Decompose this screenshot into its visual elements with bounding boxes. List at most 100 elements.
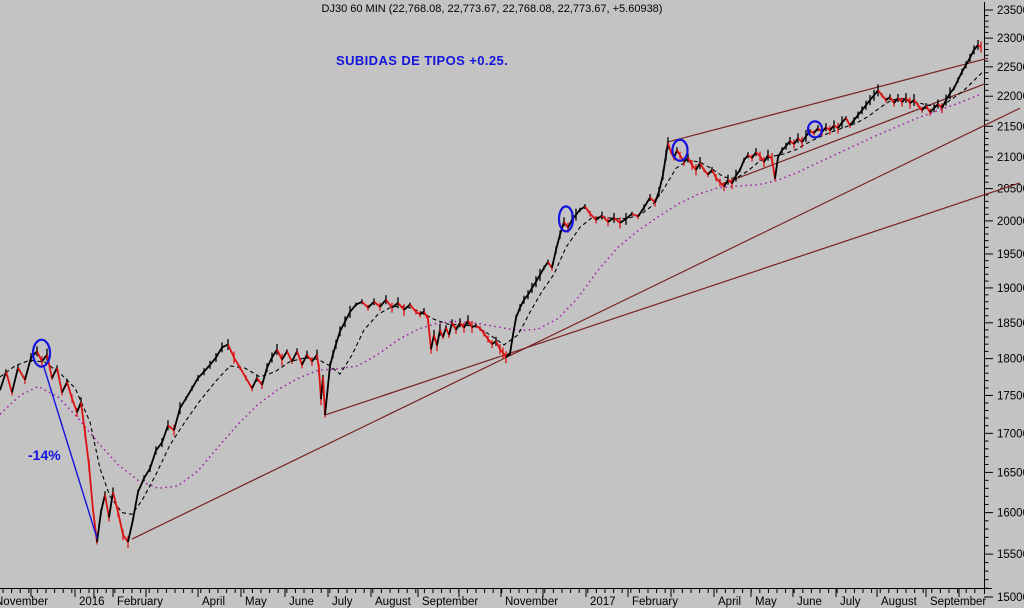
price-segment (276, 349, 283, 361)
price-segment (825, 126, 831, 131)
price-segment (227, 344, 235, 358)
price-segment (5, 371, 13, 393)
price-segment (845, 117, 851, 126)
price-segment (311, 354, 318, 363)
price-segment (575, 209, 581, 216)
price-segment (893, 97, 899, 104)
y-axis-label: 22500 (997, 62, 1024, 74)
y-axis-label: 19000 (997, 283, 1024, 295)
price-segment (837, 121, 843, 129)
price-segment (925, 105, 931, 113)
rate-hike-annotation: SUBIDAS DE TIPOS +0.25. (336, 53, 509, 68)
x-axis-label: April (202, 596, 225, 608)
price-segment (551, 249, 557, 268)
price-segment (161, 425, 169, 443)
price-segment (467, 320, 473, 328)
price-segment (527, 287, 533, 296)
price-segment (687, 157, 693, 166)
price-segment (415, 311, 421, 316)
price-segment (531, 281, 537, 289)
price-segment (344, 311, 351, 323)
price-segment (339, 321, 346, 332)
wedge-upper-line (666, 57, 989, 143)
price-segment (913, 99, 919, 106)
chart-title: DJ30 60 MIN (22,768.08, 22,773.67, 22,76… (321, 3, 663, 15)
price-segment (707, 169, 713, 176)
price-segment (613, 217, 621, 224)
price-segment (579, 205, 586, 211)
y-axis-label: 19500 (997, 249, 1024, 261)
x-axis-label: 2016 (79, 596, 105, 608)
x-axis-label: August (881, 596, 918, 608)
price-segment (41, 354, 48, 363)
price-segment (735, 169, 741, 177)
price-segment (921, 105, 927, 111)
price-segment (873, 89, 879, 96)
drop-measure-line (43, 367, 98, 539)
price-segment (711, 169, 717, 179)
x-axis-label: February (632, 596, 678, 608)
price-segment (167, 424, 175, 431)
price-segment (969, 49, 975, 59)
x-axis-label: 2017 (590, 596, 616, 608)
y-axis-label: 18000 (997, 354, 1024, 366)
y-axis-label: 22000 (997, 91, 1024, 103)
price-segment (877, 89, 883, 96)
price-segment (809, 130, 815, 134)
price-segment (51, 367, 58, 379)
y-axis-label: 15000 (997, 592, 1024, 604)
price-segment (889, 96, 895, 104)
price-segment (555, 234, 561, 251)
price-segment (771, 158, 776, 179)
price-segment (17, 367, 26, 381)
price-segment (961, 64, 967, 73)
price-segment (61, 381, 68, 393)
price-segment (221, 343, 229, 349)
x-axis-label: June (797, 596, 822, 608)
price-segment (715, 177, 721, 184)
x-axis-label: September (422, 596, 478, 608)
price-segment (66, 381, 73, 399)
x-axis-label: July (840, 596, 861, 608)
price-segment (335, 331, 341, 345)
price-segment (256, 377, 263, 386)
price-segment (683, 157, 689, 163)
ma-long-dotted-line (0, 93, 981, 490)
price-segment (296, 351, 303, 366)
price-segment (797, 137, 803, 143)
y-axis-label: 16000 (997, 508, 1024, 520)
price-segment (957, 71, 963, 81)
price-segment (409, 303, 417, 313)
price-segment (355, 300, 363, 306)
y-axis-label: 23500 (997, 5, 1024, 17)
y-axis-label: 15500 (997, 549, 1024, 561)
price-segment (322, 376, 326, 416)
price-segment (483, 332, 489, 340)
x-axis-label: July (332, 596, 353, 608)
price-segment (643, 197, 651, 208)
price-segment (127, 519, 134, 543)
y-axis-label: 23000 (997, 33, 1024, 45)
price-segment (251, 377, 258, 389)
primary-uptrend-line (131, 107, 1021, 540)
y-axis-label: 20500 (997, 184, 1024, 196)
highlight-ellipse (671, 138, 689, 162)
price-segment (80, 402, 86, 433)
price-segment (881, 94, 887, 101)
price-segment (455, 322, 461, 331)
price-segment (117, 511, 124, 536)
price-segment (104, 494, 110, 518)
price-segment (857, 109, 863, 116)
price-segment (281, 350, 288, 361)
x-axis-label: May (245, 596, 267, 608)
price-segment (849, 119, 855, 126)
price-segment (239, 367, 247, 379)
price-segment (949, 87, 955, 94)
price-segment (649, 196, 656, 204)
price-segment (658, 174, 664, 192)
price-segment (509, 334, 514, 354)
price-segment (427, 319, 432, 350)
price-segment (326, 365, 331, 396)
price-segment (423, 311, 429, 320)
